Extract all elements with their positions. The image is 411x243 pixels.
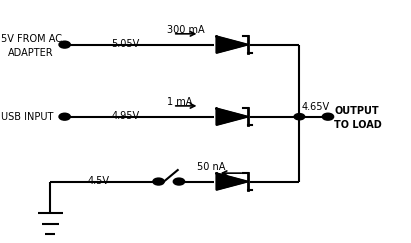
Text: 1 mA: 1 mA [167, 97, 192, 107]
Text: TO LOAD: TO LOAD [334, 120, 382, 130]
Text: 4.5V: 4.5V [87, 176, 109, 186]
Circle shape [294, 113, 305, 120]
Circle shape [174, 178, 184, 185]
Text: USB INPUT: USB INPUT [1, 112, 54, 122]
Circle shape [153, 178, 164, 185]
Text: 5V FROM AC: 5V FROM AC [1, 34, 62, 44]
Polygon shape [217, 108, 247, 125]
Polygon shape [217, 173, 247, 190]
Text: OUTPUT: OUTPUT [334, 106, 379, 116]
Text: ADAPTER: ADAPTER [7, 48, 53, 58]
Polygon shape [217, 36, 247, 53]
Text: 5.05V: 5.05V [112, 39, 140, 49]
Circle shape [59, 42, 70, 48]
Text: 4.95V: 4.95V [112, 111, 140, 121]
Circle shape [323, 113, 333, 120]
Text: 4.65V: 4.65V [301, 102, 330, 112]
Circle shape [59, 113, 70, 120]
Text: 300 mA: 300 mA [167, 25, 204, 35]
Text: 50 nA: 50 nA [197, 162, 226, 172]
